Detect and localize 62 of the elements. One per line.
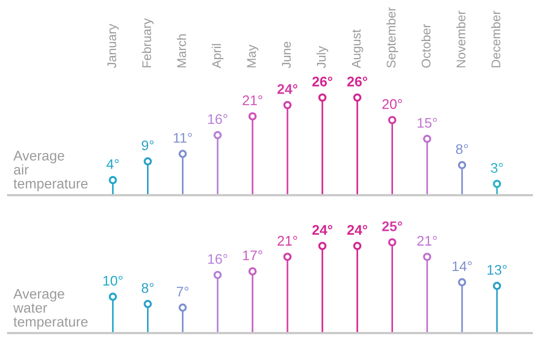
data-label: 24°	[347, 225, 368, 235]
x-tick-label: April	[212, 44, 224, 68]
point	[353, 93, 362, 102]
point	[458, 278, 466, 286]
data-label: 24°	[312, 225, 332, 235]
point	[423, 252, 432, 261]
data-label: 3°	[490, 162, 503, 173]
data-label: 20°	[382, 99, 402, 109]
data-label: 24°	[277, 84, 298, 94]
x-tick-label: October	[421, 24, 430, 68]
data-label: 26°	[312, 76, 332, 86]
data-label: 8°	[142, 283, 154, 293]
point	[214, 130, 222, 140]
point	[283, 252, 292, 261]
data-label: 25°	[382, 221, 402, 232]
x-tick-label: August	[352, 29, 364, 68]
data-label: 16°	[208, 254, 228, 264]
x-tick-label: February	[142, 18, 154, 68]
point	[178, 304, 187, 312]
point	[388, 238, 396, 246]
point	[353, 242, 362, 250]
point	[248, 112, 257, 120]
point	[388, 116, 396, 124]
point	[492, 180, 502, 188]
point	[248, 267, 257, 276]
data-label: 7°	[176, 286, 189, 296]
point	[214, 270, 222, 280]
x-tick-label: November	[456, 10, 466, 68]
data-label: 17°	[243, 250, 262, 260]
point	[144, 157, 152, 166]
point	[108, 176, 117, 184]
x-tick-label: July	[316, 46, 328, 68]
data-label: 21°	[278, 236, 298, 246]
data-label: 21°	[242, 95, 262, 106]
point	[318, 242, 326, 250]
x-tick-label: September	[386, 7, 398, 68]
y-axis-title: Average air temperature	[13, 150, 88, 192]
data-label: 13°	[488, 264, 507, 275]
x-tick-label: March	[176, 34, 186, 68]
x-tick-label: May	[247, 44, 258, 68]
data-label: 4°	[106, 159, 119, 169]
point	[458, 161, 466, 170]
data-label: 16°	[208, 114, 228, 124]
point	[144, 300, 152, 308]
point	[318, 93, 326, 102]
data-label: 14°	[452, 261, 472, 272]
data-label: 9°	[142, 140, 154, 150]
point	[108, 292, 117, 301]
x-tick-label: June	[282, 42, 291, 68]
x-tick-label: December	[491, 10, 500, 68]
point	[283, 100, 292, 110]
data-label: 10°	[103, 276, 123, 286]
point	[423, 134, 432, 143]
point	[178, 150, 187, 158]
x-tick-label: January	[107, 24, 119, 68]
data-label: 11°	[174, 132, 192, 143]
data-label: 21°	[417, 236, 437, 246]
point	[492, 282, 502, 290]
data-label: 15°	[418, 118, 437, 128]
data-label: 26°	[347, 76, 368, 86]
y-axis-title: Average water temperature	[13, 289, 88, 330]
data-label: 8°	[456, 144, 468, 154]
